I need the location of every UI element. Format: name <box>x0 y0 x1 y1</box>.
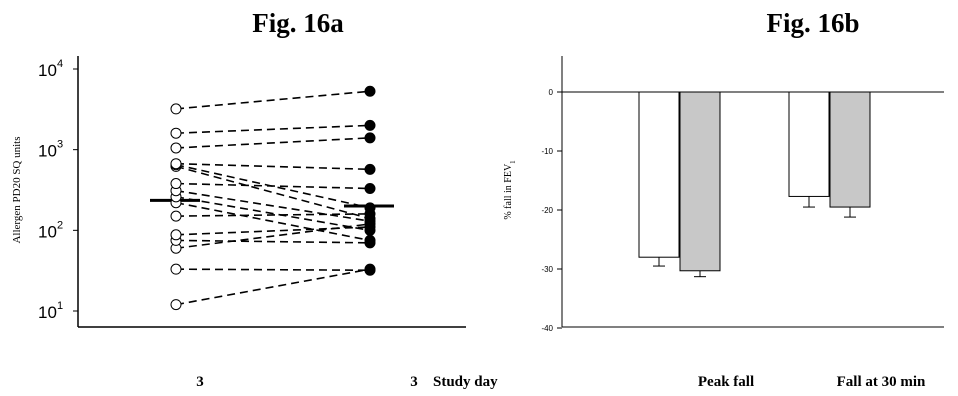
open-point <box>170 299 182 311</box>
x-category-label: Peak fall <box>698 374 754 390</box>
filled-point <box>364 119 376 131</box>
filled-point <box>364 163 376 175</box>
y-axis-label: Allergen PD20 SQ units <box>11 136 23 243</box>
bar <box>788 91 830 197</box>
filled-point <box>364 264 376 276</box>
figure-16a-title: Fig. 16a <box>252 8 344 38</box>
y-tick-label: -40 <box>541 324 553 333</box>
x-tick-label: 3 <box>410 374 418 390</box>
filled-point <box>364 224 376 236</box>
pair-line <box>175 239 371 244</box>
bar <box>829 91 871 208</box>
filled-point <box>364 132 376 144</box>
pair-line <box>175 165 371 220</box>
y-tick-label: 10 <box>38 303 57 322</box>
y-tick-label: 10 <box>38 61 57 80</box>
open-point <box>170 103 182 115</box>
pair-line <box>175 196 371 232</box>
pair-line <box>175 163 371 209</box>
pair-line <box>175 268 371 272</box>
x-tick-label: 3 <box>196 374 204 390</box>
pair-line <box>175 268 371 306</box>
filled-point <box>364 183 376 195</box>
figure-16b-title: Fig. 16b <box>766 8 859 38</box>
open-point <box>170 158 182 170</box>
bars <box>638 91 871 278</box>
y-tick-exponent: 1 <box>57 300 63 312</box>
open-point <box>170 263 182 275</box>
pair-line <box>175 226 371 236</box>
paired-lines <box>175 90 371 306</box>
pair-line <box>175 137 371 149</box>
y-tick-label: -20 <box>541 206 553 215</box>
y-tick-group: 0 -10 -20 -30 -40 <box>541 88 562 333</box>
y-tick-label: 0 <box>549 88 554 97</box>
open-point <box>170 142 182 154</box>
figure-16b-panel: % fall in FEV1 0 -10 -20 -30 -40 Peak fall F… <box>503 56 944 390</box>
filled-point <box>364 85 376 97</box>
bar <box>679 91 721 272</box>
filled-point <box>364 202 376 214</box>
y-tick-exponent: 4 <box>57 58 63 70</box>
y-tick-label: 10 <box>38 142 57 161</box>
y-axis-label: % fall in FEV1 <box>503 160 517 220</box>
pair-line <box>175 213 371 217</box>
y-tick-label: -30 <box>541 265 553 274</box>
y-tick-exponent: 2 <box>57 219 63 231</box>
y-tick-label: -10 <box>541 147 553 156</box>
pair-line <box>175 90 371 110</box>
y-tick-exponent: 3 <box>57 139 63 151</box>
filled-point <box>364 234 376 246</box>
filled-point <box>364 213 376 225</box>
pair-line <box>175 189 371 222</box>
bar <box>638 91 680 258</box>
open-point <box>170 127 182 139</box>
data-points <box>170 85 376 311</box>
pair-line <box>175 162 371 171</box>
open-point <box>170 229 182 241</box>
x-category-label: Fall at 30 min <box>837 374 926 390</box>
x-axis-label: Study day <box>433 374 498 390</box>
pair-line <box>175 223 371 250</box>
open-point <box>170 178 182 190</box>
open-point <box>170 210 182 222</box>
y-tick-label: 10 <box>38 222 57 241</box>
pair-line <box>175 182 371 190</box>
pair-line <box>175 201 371 242</box>
pair-line <box>175 124 371 134</box>
